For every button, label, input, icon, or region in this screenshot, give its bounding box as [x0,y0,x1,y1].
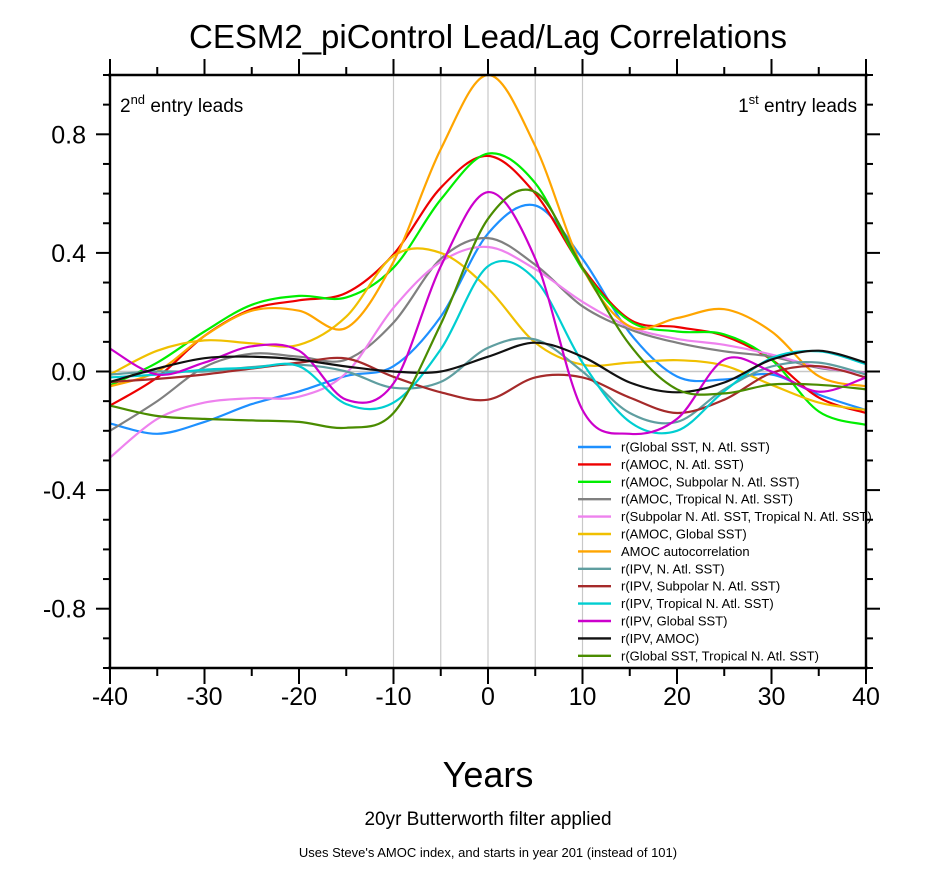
legend-label: r(Subpolar N. Atl. SST, Tropical N. Atl.… [621,509,872,524]
legend-item: r(Global SST, N. Atl. SST) [578,440,770,455]
legend-label: r(Global SST, N. Atl. SST) [621,440,770,455]
legend-item: r(IPV, N. Atl. SST) [578,561,725,576]
legend-item: r(IPV, Global SST) [578,614,727,629]
legend-item: r(Global SST, Tropical N. Atl. SST) [578,648,819,663]
y-tick-label: -0.4 [43,477,86,505]
legend-item: r(AMOC, N. Atl. SST) [578,457,744,472]
x-tick-label: -10 [375,683,411,711]
series-line-4 [109,245,867,459]
y-tick-label: 0.0 [51,359,86,387]
x-tick-label: -40 [92,683,128,711]
x-tick-label: 0 [481,683,495,711]
ticks: -40 -30 -20 -10 0 10 20 30 40 0.8 0.4 0.0 -0.4 -0.8 [43,59,880,711]
legend-label: r(AMOC, Tropical N. Atl. SST) [621,492,793,507]
legend-label: r(IPV, Subpolar N. Atl. SST) [621,579,780,594]
x-tick-label: 10 [569,683,597,711]
legend-item: r(IPV, Tropical N. Atl. SST) [578,596,774,611]
legend-label: r(IPV, AMOC) [621,631,699,646]
left-annotation-prefix: 2 [120,96,131,117]
x-tick-label: -30 [186,683,222,711]
legend-label: r(AMOC, Global SST) [621,527,747,542]
y-tick-label: 0.8 [51,121,86,149]
x-tick-label: 40 [852,683,880,711]
legend-item: r(Subpolar N. Atl. SST, Tropical N. Atl.… [578,509,872,524]
legend-label: r(AMOC, Subpolar N. Atl. SST) [621,474,799,489]
series-line-2 [109,152,867,426]
subtitle: 20yr Butterworth filter applied [364,809,611,830]
legend-item: r(AMOC, Global SST) [578,527,747,542]
left-annotation-text: entry leads [145,96,243,117]
right-annotation-prefix: 1 [738,96,749,117]
right-annotation-sup: st [749,92,760,107]
legend-label: r(IPV, Tropical N. Atl. SST) [621,596,774,611]
series-line-5 [109,247,867,412]
y-tick-label: -0.8 [43,596,86,624]
x-tick-label: 20 [663,683,691,711]
right-annotation-text: entry leads [759,96,857,117]
series-line-12 [109,188,867,430]
legend-item: AMOC autocorrelation [578,544,750,559]
legend-item: r(IPV, Subpolar N. Atl. SST) [578,579,780,594]
legend-label: r(IPV, Global SST) [621,614,727,629]
x-tick-label: -20 [281,683,317,711]
series-line-9 [109,259,867,435]
x-axis-label: Years [443,754,534,795]
x-tick-label: 30 [758,683,786,711]
series-line-11 [109,341,867,394]
series-line-10 [109,190,867,436]
footnote: Uses Steve's AMOC index, and starts in y… [299,845,677,860]
legend-item: r(IPV, AMOC) [578,631,699,646]
legend-item: r(AMOC, Subpolar N. Atl. SST) [578,474,799,489]
chart-title: CESM2_piControl Lead/Lag Correlations [189,18,787,55]
legend: r(Global SST, N. Atl. SST) r(AMOC, N. Atl… [578,440,872,663]
left-annotation-sup: nd [131,92,145,107]
y-tick-label: 0.4 [51,240,86,268]
legend-label: r(IPV, N. Atl. SST) [621,561,725,576]
right-annotation: 1st entry leads [738,92,857,117]
legend-label: AMOC autocorrelation [621,544,750,559]
left-annotation: 2nd entry leads [120,92,243,117]
legend-label: r(Global SST, Tropical N. Atl. SST) [621,648,819,663]
legend-item: r(AMOC, Tropical N. Atl. SST) [578,492,793,507]
legend-label: r(AMOC, N. Atl. SST) [621,457,744,472]
